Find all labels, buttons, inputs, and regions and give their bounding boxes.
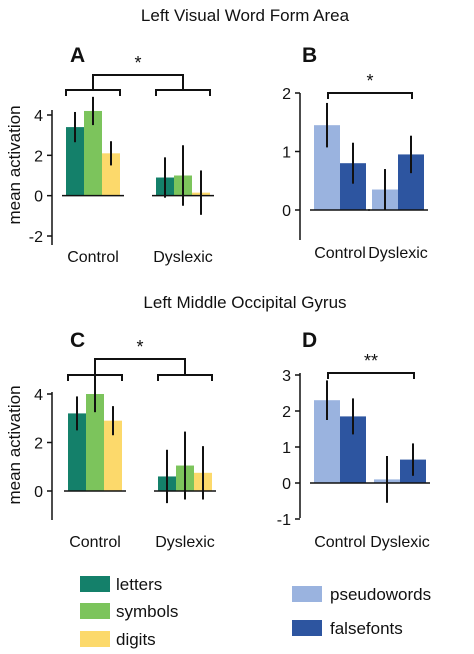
bar-symbols	[84, 110, 102, 196]
legend-item-pseudowords: pseudowords	[292, 585, 431, 604]
significance-marker: **	[364, 351, 378, 371]
legend: letters symbols digits pseudowords false…	[80, 575, 431, 649]
bar-digits	[104, 420, 122, 491]
bar-symbols	[86, 394, 104, 491]
y-tick-label: 2	[282, 404, 291, 421]
panel-letter: D	[302, 329, 317, 352]
legend-swatch-pseudowords	[292, 586, 322, 602]
legend-swatch-falsefonts	[292, 620, 322, 636]
significance-marker: *	[134, 53, 141, 73]
section-title-vwfa: Left Visual Word Form Area	[141, 6, 350, 25]
bar-letters	[68, 413, 86, 491]
legend-label-digits: digits	[116, 630, 156, 649]
significance-bracket	[94, 358, 186, 371]
significance-bracket	[92, 74, 184, 86]
panel-b: B 0 1 2 Control Dyslexic *	[282, 44, 428, 262]
y-tick-label: -1	[277, 512, 291, 529]
legend-label-letters: letters	[116, 575, 162, 594]
bar-digits	[102, 153, 120, 196]
significance-bracket	[327, 92, 413, 99]
y-axis-label-bottom: mean activation	[5, 385, 24, 504]
y-tick-label: 2	[34, 436, 43, 453]
legend-item-letters: letters	[80, 575, 162, 594]
category-label-control: Control	[314, 534, 366, 551]
group-brace	[157, 374, 213, 381]
group-brace	[65, 89, 121, 96]
y-tick-label: -2	[29, 229, 43, 246]
y-tick-label: 4	[34, 387, 43, 404]
legend-item-digits: digits	[80, 630, 156, 649]
category-label-dyslexic: Dyslexic	[368, 245, 428, 262]
significance-marker: *	[136, 337, 143, 357]
significance-bracket	[327, 372, 415, 379]
y-tick-label: 3	[282, 368, 291, 385]
y-tick-label: 0	[282, 203, 291, 220]
legend-label-falsefonts: falsefonts	[330, 619, 403, 638]
legend-swatch-digits	[80, 631, 110, 647]
bar-letters	[66, 127, 84, 196]
category-label-control: Control	[314, 245, 366, 262]
legend-item-symbols: symbols	[80, 602, 178, 621]
panel-letter: B	[302, 44, 317, 67]
category-label-dyslexic: Dyslexic	[370, 534, 430, 551]
panel-letter: A	[70, 44, 85, 67]
y-tick-label: 0	[282, 476, 291, 493]
panel-d: D -1 0 1 2 3 Control Dyslexic **	[277, 329, 430, 551]
legend-label-symbols: symbols	[116, 602, 178, 621]
category-label-control: Control	[67, 249, 119, 266]
y-tick-label: 4	[34, 108, 43, 125]
panel-c: C 0 2 4 Control Dyslexic *	[34, 329, 216, 551]
category-label-dyslexic: Dyslexic	[155, 534, 215, 551]
y-tick-label: 0	[34, 484, 43, 501]
legend-label-pseudowords: pseudowords	[330, 585, 431, 604]
legend-item-falsefonts: falsefonts	[292, 619, 403, 638]
category-label-dyslexic: Dyslexic	[153, 249, 213, 266]
panel-letter: C	[70, 329, 85, 352]
group-brace	[155, 89, 211, 96]
legend-swatch-letters	[80, 576, 110, 592]
y-tick-label: 1	[282, 145, 291, 162]
y-tick-label: 1	[282, 440, 291, 457]
significance-marker: *	[366, 71, 373, 91]
y-tick-label: 2	[282, 86, 291, 103]
panel-a: A -2 0 2 4 Control Dyslexic *	[29, 44, 214, 266]
section-title-mog: Left Middle Occipital Gyrus	[143, 293, 346, 312]
y-axis-label-top: mean activation	[5, 105, 24, 224]
legend-swatch-symbols	[80, 603, 110, 619]
y-tick-label: 0	[34, 189, 43, 206]
category-label-control: Control	[69, 534, 121, 551]
y-tick-label: 2	[34, 148, 43, 165]
